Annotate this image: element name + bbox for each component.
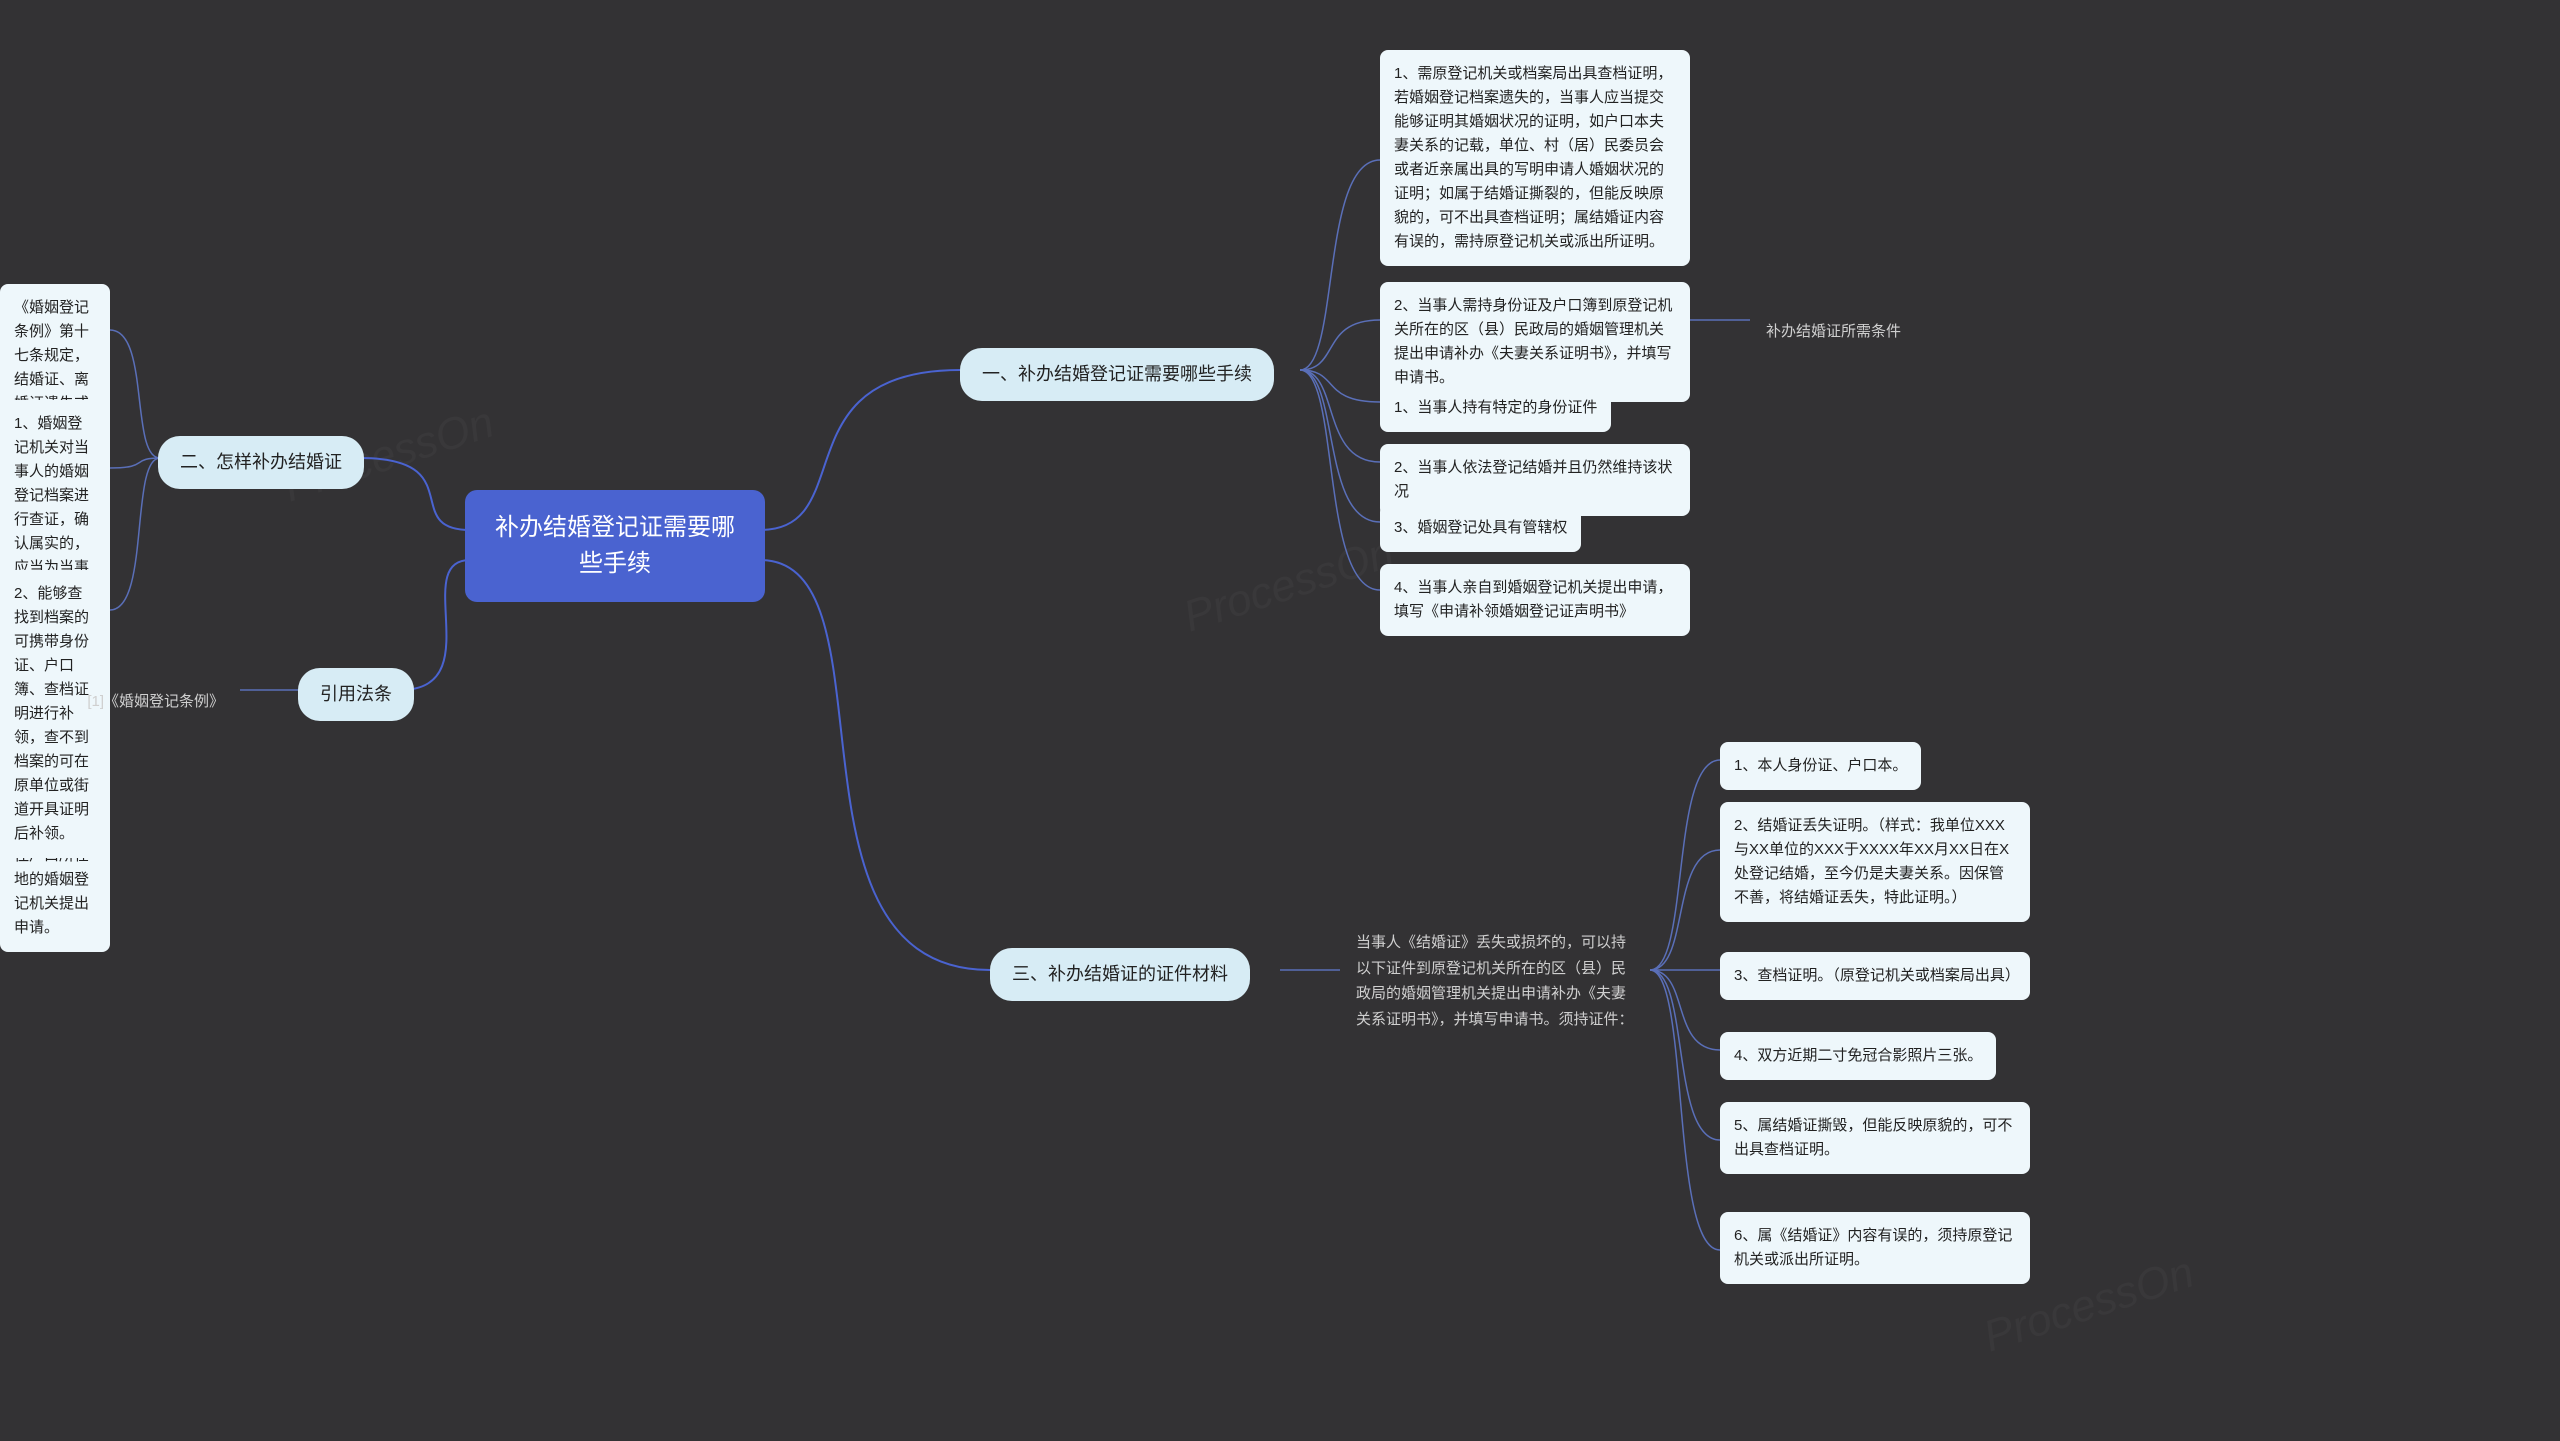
- branch-1-child-6-text: 4、当事人亲自到婚姻登记机关提出申请，填写《申请补领婚姻登记证声明书》: [1394, 579, 1672, 620]
- branch-1-child-5[interactable]: 3、婚姻登记处具有管辖权: [1380, 504, 1581, 552]
- branch-4-label: 三、补办结婚证的证件材料: [1012, 964, 1228, 984]
- branch-1-child-2-text: 2、当事人需持身份证及户口簿到原登记机关所在的区（县）民政局的婚姻管理机关提出申…: [1394, 297, 1672, 386]
- branch-3-child-1: [1]《婚姻登记条例》: [71, 680, 240, 724]
- branch-4-child-1[interactable]: 1、本人身份证、户口本。: [1720, 742, 1921, 790]
- branch-1-child-4-text: 2、当事人依法登记结婚并且仍然维持该状况: [1394, 459, 1672, 500]
- branch-4-child-6[interactable]: 6、属《结婚证》内容有误的，须持原登记机关或派出所证明。: [1720, 1212, 2030, 1284]
- branch-1-child-2-right-text: 补办结婚证所需条件: [1766, 323, 1901, 340]
- branch-1[interactable]: 一、补办结婚登记证需要哪些手续: [960, 348, 1274, 401]
- branch-4[interactable]: 三、补办结婚证的证件材料: [990, 948, 1250, 1001]
- branch-2[interactable]: 二、怎样补办结婚证: [158, 436, 364, 489]
- branch-4-child-4-text: 4、双方近期二寸免冠合影照片三张。: [1734, 1047, 1982, 1064]
- branch-1-child-5-text: 3、婚姻登记处具有管辖权: [1394, 519, 1567, 536]
- branch-4-child-5-text: 5、属结婚证撕毁，但能反映原貌的，可不出具查档证明。: [1734, 1117, 2012, 1158]
- branch-3-child-1-text: [1]《婚姻登记条例》: [87, 693, 224, 710]
- branch-1-label: 一、补办结婚登记证需要哪些手续: [982, 364, 1252, 384]
- branch-1-child-3-text: 1、当事人持有特定的身份证件: [1394, 399, 1597, 416]
- branch-2-label: 二、怎样补办结婚证: [180, 452, 342, 472]
- branch-4-child-1-text: 1、本人身份证、户口本。: [1734, 757, 1907, 774]
- branch-4-child-2[interactable]: 2、结婚证丢失证明。（样式：我单位XXX与XX单位的XXX于XXXX年XX月XX…: [1720, 802, 2030, 922]
- branch-4-child-4[interactable]: 4、双方近期二寸免冠合影照片三张。: [1720, 1032, 1996, 1080]
- branch-1-child-3[interactable]: 1、当事人持有特定的身份证件: [1380, 384, 1611, 432]
- branch-4-mid: 当事人《结婚证》丢失或损坏的，可以持以下证件到原登记机关所在的区（县）民政局的婚…: [1340, 920, 1650, 1042]
- branch-4-child-5[interactable]: 5、属结婚证撕毁，但能反映原貌的，可不出具查档证明。: [1720, 1102, 2030, 1174]
- root-title: 补办结婚登记证需要哪些手续: [495, 514, 735, 577]
- branch-3[interactable]: 引用法条: [298, 668, 414, 721]
- branch-1-child-1-text: 1、需原登记机关或档案局出具查档证明，若婚姻登记档案遗失的，当事人应当提交能够证…: [1394, 65, 1672, 250]
- branch-1-child-6[interactable]: 4、当事人亲自到婚姻登记机关提出申请，填写《申请补领婚姻登记证声明书》: [1380, 564, 1690, 636]
- watermark: ProcessOn: [1178, 528, 1400, 643]
- branch-4-child-2-text: 2、结婚证丢失证明。（样式：我单位XXX与XX单位的XXX于XXXX年XX月XX…: [1734, 817, 2009, 906]
- branch-1-child-1[interactable]: 1、需原登记机关或档案局出具查档证明，若婚姻登记档案遗失的，当事人应当提交能够证…: [1380, 50, 1690, 266]
- root-node[interactable]: 补办结婚登记证需要哪些手续: [465, 490, 765, 602]
- branch-4-child-3[interactable]: 3、查档证明。（原登记机关或档案局出具）: [1720, 952, 2030, 1000]
- branch-1-child-2-right: 补办结婚证所需条件: [1750, 310, 1917, 354]
- branch-4-child-3-text: 3、查档证明。（原登记机关或档案局出具）: [1734, 967, 2020, 984]
- branch-3-label: 引用法条: [320, 684, 392, 704]
- branch-4-mid-text: 当事人《结婚证》丢失或损坏的，可以持以下证件到原登记机关所在的区（县）民政局的婚…: [1356, 934, 1634, 1028]
- branch-4-child-6-text: 6、属《结婚证》内容有误的，须持原登记机关或派出所证明。: [1734, 1227, 2012, 1268]
